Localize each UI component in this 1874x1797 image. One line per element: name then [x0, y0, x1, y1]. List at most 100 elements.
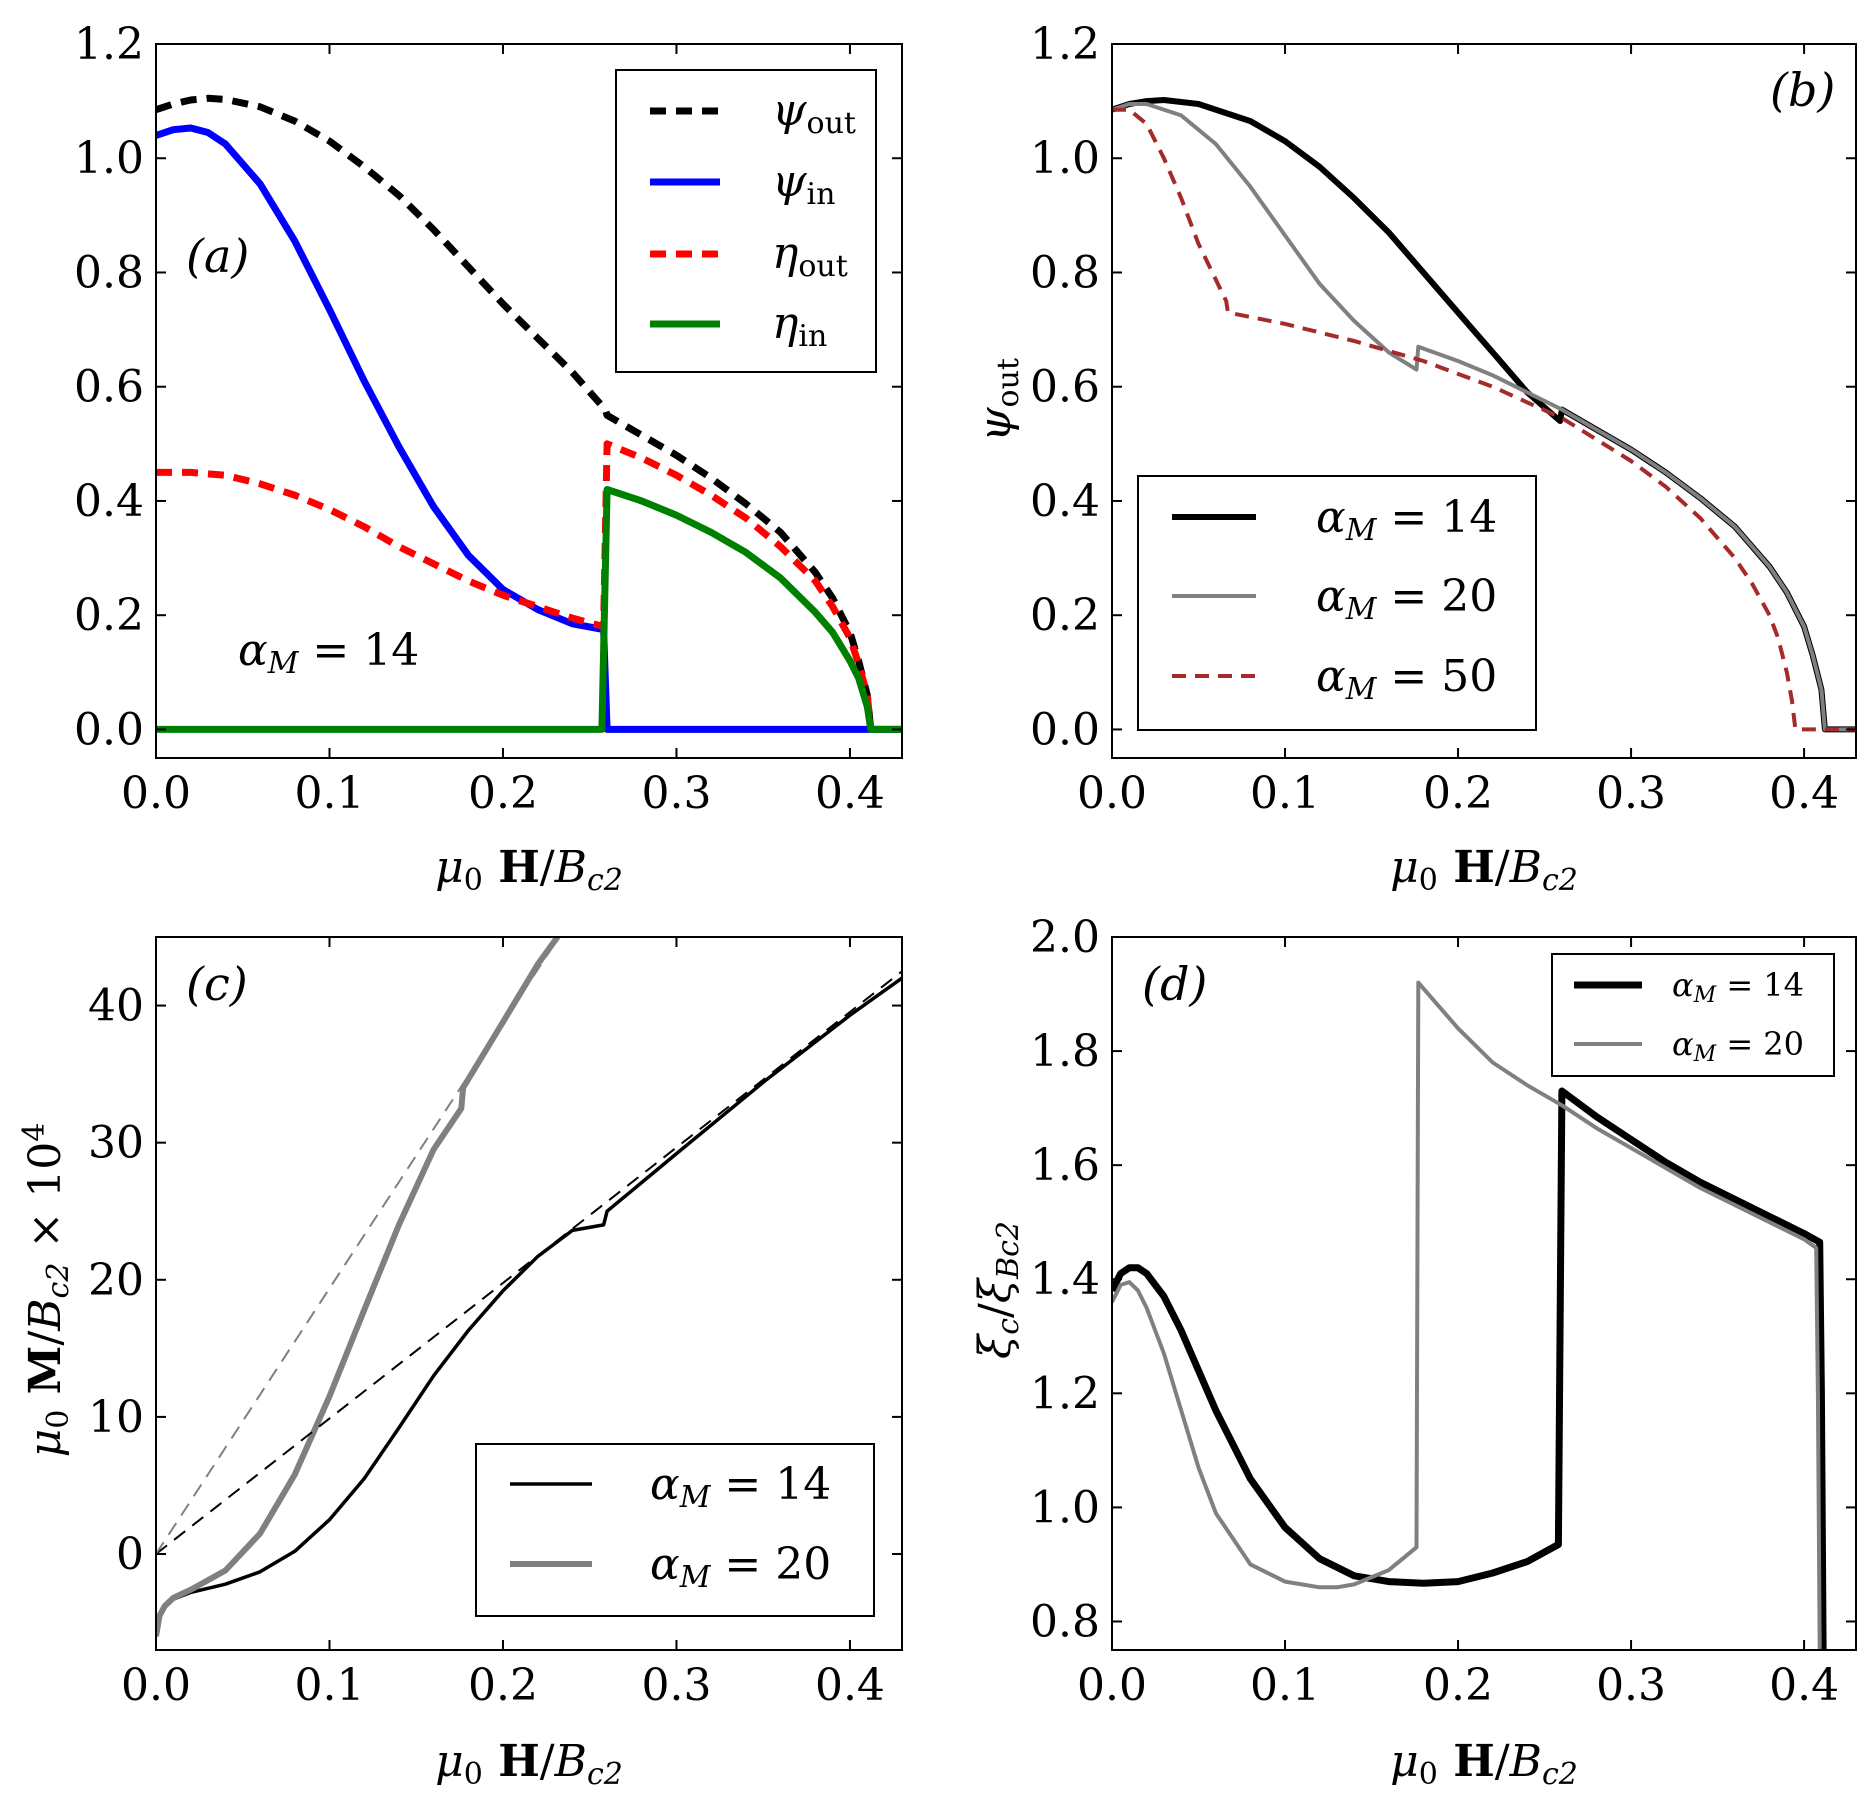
series-line-c-3: [156, 937, 561, 1555]
panel-c-legend: αM = 14 αM = 20: [475, 1443, 875, 1617]
series-line-c-1: [156, 937, 562, 1637]
ytick-label-a-0: 0.0: [74, 704, 144, 755]
panel-a-plot: [156, 94, 902, 733]
panel-d: 0.0 0.1 0.2 0.3 0.4 0.8 1.0 1.2 1.4 1.6 1.8 2.0 (d)…: [970, 912, 1857, 1792]
ytick-label-a-1: 0.2: [74, 590, 144, 641]
panel-b-plot: [1112, 97, 1856, 733]
panel-a-axes: 0.0 0.1 0.2 0.3 0.4 0.0 0.2 0.4 0.6 0.8 1.0 1.2: [74, 19, 902, 819]
series-line-b-2: [1112, 107, 1856, 732]
legend-label-d-20: αM = 20: [1672, 1025, 1804, 1067]
series-line-a-1: [156, 124, 902, 733]
xtick-label-d-3: 0.3: [1596, 1660, 1666, 1711]
series-line-c-2: [156, 970, 902, 1555]
series-line-d-0: [1112, 1087, 1827, 1650]
xtick-label-a-3: 0.3: [641, 768, 711, 819]
xtick-label-c-0: 0.0: [121, 1660, 191, 1711]
ytick-label-c-2: 20: [88, 1255, 144, 1306]
legend-label-psi-in: ψin: [772, 156, 835, 212]
panel-c-axes: 0.0 0.1 0.2 0.3 0.4 0 10 20 30 40: [88, 937, 902, 1711]
xtick-label-b-4: 0.4: [1769, 768, 1839, 819]
panel-c-label: (c): [186, 957, 248, 1011]
ytick-label-d-6: 2.0: [1030, 912, 1100, 963]
panel-b-frame: [1111, 43, 1857, 759]
ytick-label-d-5: 1.8: [1030, 1026, 1100, 1077]
xtick-label-d-1: 0.1: [1250, 1660, 1320, 1711]
panel-b-legend: αM = 14 αM = 20 αM = 50: [1137, 475, 1537, 731]
ytick-label-c-4: 40: [88, 981, 144, 1032]
xtick-label-d-4: 0.4: [1769, 1660, 1839, 1711]
legend-label-b-50: αM = 50: [1316, 651, 1497, 707]
ytick-label-b-2: 0.4: [1030, 476, 1100, 527]
xtick-label-a-4: 0.4: [815, 768, 885, 819]
ytick-label-a-4: 0.8: [74, 247, 144, 298]
panel-b: 0.0 0.1 0.2 0.3 0.4 0.0 0.2 0.4 0.6 0.8 1.0 1.2 (b)…: [970, 19, 1857, 898]
legend-label-d-14: αM = 14: [1672, 966, 1804, 1008]
ytick-label-b-6: 1.2: [1030, 19, 1100, 70]
panel-a-frame: [155, 43, 903, 759]
panel-c-ylabel: μ0 M/Bc2 × 104: [17, 1123, 76, 1458]
ytick-label-b-5: 1.0: [1030, 133, 1100, 184]
xtick-label-c-3: 0.3: [641, 1660, 711, 1711]
legend-label-eta-in: ηin: [772, 298, 827, 354]
panel-d-plot: [1112, 980, 1827, 1650]
series-line-a-0: [156, 94, 875, 730]
xtick-label-b-2: 0.2: [1423, 768, 1493, 819]
panel-d-legend-box: [1551, 953, 1835, 1077]
series-line-d-1: [1112, 980, 1822, 1650]
series-line-a-3: [156, 486, 902, 733]
panel-b-ylabel: ψout: [970, 358, 1026, 442]
legend-label-c-14: αM = 14: [650, 1459, 831, 1515]
series-line-a-2: [156, 440, 875, 730]
xtick-label-c-4: 0.4: [815, 1660, 885, 1711]
xtick-label-b-0: 0.0: [1077, 768, 1147, 819]
ytick-label-d-2: 1.2: [1030, 1368, 1100, 1419]
ytick-label-d-1: 1.0: [1030, 1482, 1100, 1533]
panel-c-xlabel: μ0 H/Bc2: [435, 1736, 623, 1792]
xtick-label-a-2: 0.2: [468, 768, 538, 819]
xtick-label-b-3: 0.3: [1596, 768, 1666, 819]
ytick-label-b-0: 0.0: [1030, 704, 1100, 755]
panel-a-legend: ψout ψin ηout ηin: [615, 69, 877, 373]
panel-d-ylabel: ξc/ξBc2: [970, 1221, 1026, 1359]
panel-c-legend-box: [475, 1443, 875, 1617]
ytick-label-c-1: 10: [88, 1392, 144, 1443]
ytick-label-a-3: 0.6: [74, 362, 144, 413]
xtick-label-d-0: 0.0: [1077, 1660, 1147, 1711]
panel-b-axes: 0.0 0.1 0.2 0.3 0.4 0.0 0.2 0.4 0.6 0.8 1.0 1.2: [1030, 19, 1856, 819]
legend-label-psi-out: ψout: [772, 85, 856, 141]
xtick-label-a-1: 0.1: [294, 768, 364, 819]
panel-b-label: (b): [1770, 63, 1835, 117]
ytick-label-d-0: 0.8: [1030, 1596, 1100, 1647]
ytick-label-c-0: 0: [116, 1529, 144, 1580]
panel-c-frame: [155, 936, 903, 1651]
ytick-label-a-6: 1.2: [74, 19, 144, 70]
xtick-label-c-2: 0.2: [468, 1660, 538, 1711]
panel-c: 0.0 0.1 0.2 0.3 0.4 0 10 20 30 40 (c) αM = 14 αM …: [17, 936, 903, 1792]
panel-c-plot: [156, 937, 902, 1637]
panel-a: 0.0 0.1 0.2 0.3 0.4 0.0 0.2 0.4 0.6 0.8 1.0 1.2 (a)…: [74, 19, 903, 898]
panel-a-label: (a): [186, 229, 249, 283]
series-line-b-1: [1112, 102, 1856, 732]
ytick-label-b-4: 0.8: [1030, 247, 1100, 298]
xtick-label-b-1: 0.1: [1250, 768, 1320, 819]
panel-d-label: (d): [1142, 957, 1207, 1011]
legend-label-b-20: αM = 20: [1316, 571, 1497, 627]
ytick-label-b-1: 0.2: [1030, 590, 1100, 641]
legend-label-c-20: αM = 20: [650, 1539, 831, 1595]
panel-a-xlabel: μ0 H/Bc2: [435, 842, 623, 898]
ytick-label-a-5: 1.0: [74, 133, 144, 184]
panel-d-legend: αM = 14 αM = 20: [1551, 953, 1835, 1077]
ytick-label-d-4: 1.6: [1030, 1140, 1100, 1191]
ytick-label-d-3: 1.4: [1030, 1254, 1100, 1305]
panel-a-annotation: αM = 14: [238, 625, 419, 681]
panel-b-xlabel: μ0 H/Bc2: [1390, 842, 1578, 898]
panel-d-xlabel: μ0 H/Bc2: [1390, 1736, 1578, 1792]
ytick-label-a-2: 0.4: [74, 476, 144, 527]
xtick-label-d-2: 0.2: [1423, 1660, 1493, 1711]
legend-label-eta-out: ηout: [772, 228, 848, 284]
xtick-label-a-0: 0.0: [121, 768, 191, 819]
ytick-label-c-3: 30: [88, 1118, 144, 1169]
xtick-label-c-1: 0.1: [294, 1660, 364, 1711]
panel-d-axes: 0.0 0.1 0.2 0.3 0.4 0.8 1.0 1.2 1.4 1.6 1.8 2.0: [1030, 912, 1856, 1711]
